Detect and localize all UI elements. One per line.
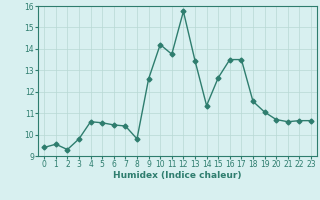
X-axis label: Humidex (Indice chaleur): Humidex (Indice chaleur) [113,171,242,180]
